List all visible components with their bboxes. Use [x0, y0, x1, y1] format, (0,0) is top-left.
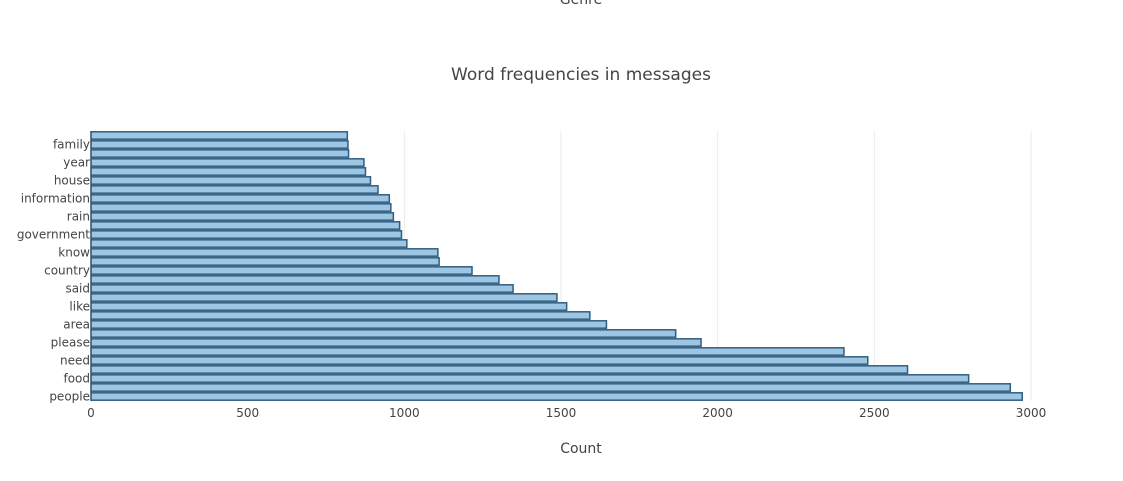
bar-government — [90, 239, 408, 248]
bar-area — [90, 320, 608, 329]
y-axis-ticks: people food need please area like said country k… — [17, 138, 90, 404]
x-tick-label: 2000 — [702, 406, 733, 420]
y-tick-label: food — [63, 372, 90, 386]
bar-know — [90, 257, 440, 266]
bar-earthquake — [90, 347, 845, 356]
bar-year — [90, 167, 367, 176]
gridlines — [247, 131, 1032, 401]
bar-house — [90, 185, 379, 194]
y-tick-label: said — [65, 282, 90, 296]
bar-2010 — [90, 158, 365, 167]
x-tick-label: 2500 — [859, 406, 890, 420]
bar-haiti — [90, 131, 349, 140]
y-tick-label: house — [54, 174, 90, 188]
bar-new — [90, 230, 403, 239]
x-tick-label: 3000 — [1016, 406, 1047, 420]
bar-water — [90, 383, 1012, 392]
y-tick-label: need — [60, 354, 90, 368]
bar-family — [90, 149, 350, 158]
bar-please — [90, 338, 702, 347]
y-tick-label: area — [63, 318, 90, 332]
y-tick-label: please — [51, 336, 90, 350]
y-tick-label: information — [21, 192, 90, 206]
x-axis-ticks: 0 500 1000 1500 2000 2500 3000 — [87, 406, 1046, 420]
bar-information — [90, 203, 392, 212]
bar-sandy — [90, 212, 395, 221]
x-tick-label: 500 — [236, 406, 259, 420]
bar-us — [90, 329, 677, 338]
bar-tent — [90, 194, 391, 203]
x-tick-label: 1500 — [546, 406, 577, 420]
bar-need — [90, 356, 869, 365]
bar-food — [90, 374, 970, 383]
y-tick-label: year — [63, 156, 90, 170]
bar-get — [90, 176, 372, 185]
y-tick-label: country — [44, 264, 90, 278]
y-tick-label: people — [49, 390, 90, 404]
bar-thank — [90, 248, 439, 257]
bar-also — [90, 284, 514, 293]
bar-said — [90, 293, 558, 302]
y-tick-label: rain — [67, 210, 90, 224]
x-tick-label: 1000 — [389, 406, 420, 420]
x-tick-label: 0 — [87, 406, 95, 420]
bar-relief — [90, 140, 349, 149]
bar-rain — [90, 221, 401, 230]
bar-help — [90, 365, 909, 374]
x-axis-title: Count — [560, 441, 602, 457]
bar-like — [90, 311, 591, 320]
bar-country — [90, 275, 500, 284]
bar-people — [90, 392, 1023, 401]
y-tick-label: family — [53, 138, 90, 152]
bars — [90, 131, 1023, 401]
bar-would — [90, 302, 568, 311]
top-label: Genre — [560, 0, 602, 8]
chart-title: Word frequencies in messages — [451, 65, 711, 85]
bar-one — [90, 266, 473, 275]
y-tick-label: know — [58, 246, 90, 260]
y-tick-label: government — [17, 228, 90, 242]
y-tick-label: like — [69, 300, 90, 314]
